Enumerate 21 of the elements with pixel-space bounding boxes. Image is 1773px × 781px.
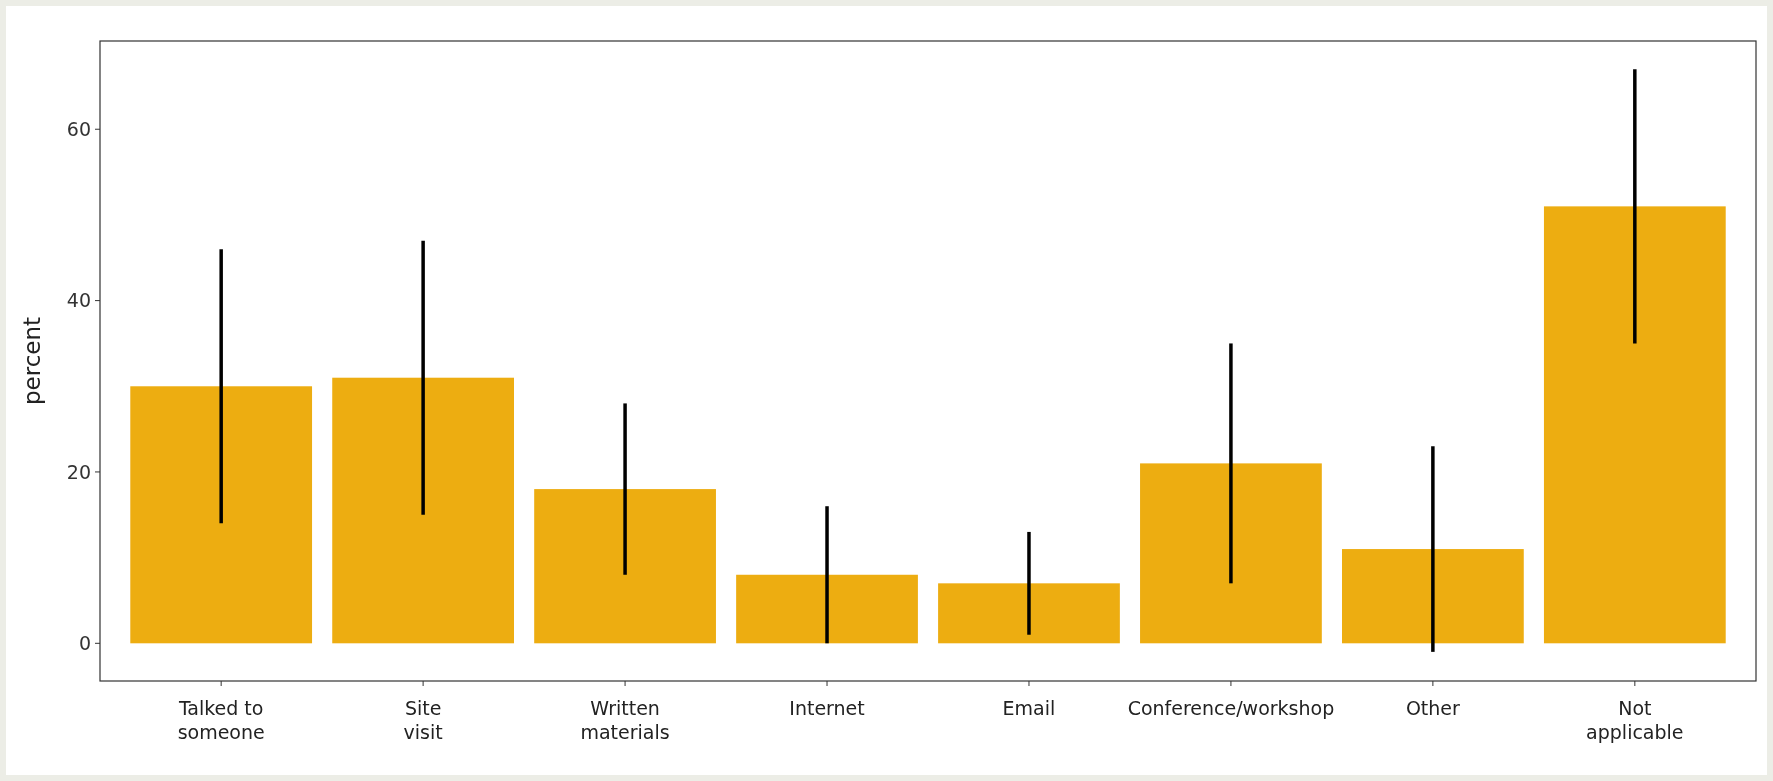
y-tick-label: 0	[78, 631, 91, 654]
x-tick-label: Site visit	[403, 697, 443, 743]
bar	[1342, 549, 1524, 644]
x-tick-label: Talked to someone	[177, 697, 265, 743]
y-tick-label: 40	[66, 289, 91, 312]
x-tick-label: Internet	[789, 697, 865, 719]
y-tick-label: 60	[66, 117, 91, 140]
bar	[1140, 463, 1322, 644]
bar	[1543, 206, 1726, 644]
bar	[332, 377, 514, 644]
bar	[736, 574, 918, 644]
y-tick-label: 20	[66, 460, 91, 483]
x-tick-label: Other	[1405, 697, 1461, 719]
bar	[130, 386, 313, 644]
x-tick-label: Email	[1002, 697, 1056, 719]
bar	[534, 489, 716, 644]
y-axis-title: percent	[19, 316, 45, 406]
x-tick-label: Conference/workshop	[1127, 697, 1335, 719]
x-tick-label: Not applicable	[1586, 697, 1684, 743]
x-tick-label: Written materials	[580, 697, 670, 743]
bar	[938, 583, 1120, 644]
